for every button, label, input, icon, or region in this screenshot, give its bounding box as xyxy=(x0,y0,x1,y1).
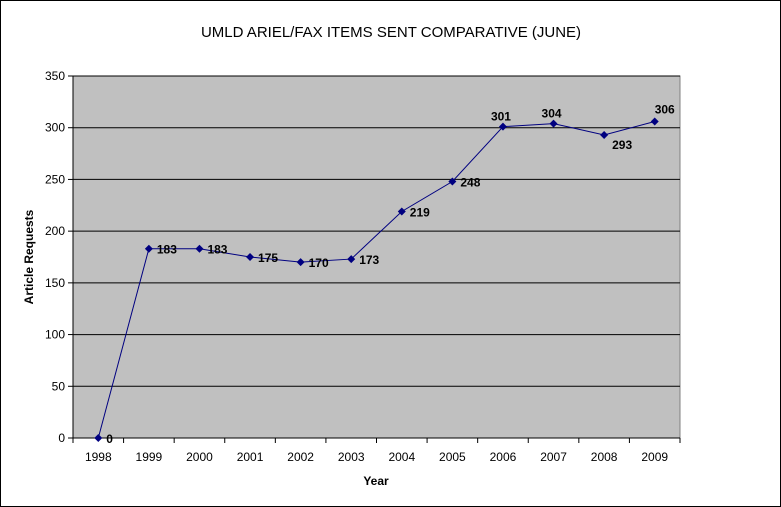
x-tick-label: 1998 xyxy=(85,450,112,464)
y-tick-label: 250 xyxy=(45,172,65,186)
data-label: 170 xyxy=(309,256,329,270)
plot-area xyxy=(72,75,681,439)
data-point xyxy=(600,130,609,139)
x-tick-label: 2006 xyxy=(490,450,517,464)
x-tick-label: 2009 xyxy=(641,450,668,464)
data-point xyxy=(296,258,305,267)
data-label: 306 xyxy=(655,103,675,117)
data-label: 248 xyxy=(460,175,480,189)
y-tick-label: 0 xyxy=(58,431,65,445)
data-point xyxy=(397,207,406,216)
data-label: 183 xyxy=(157,243,177,257)
x-tick-label: 2003 xyxy=(338,450,365,464)
data-label: 183 xyxy=(207,243,227,257)
x-tick-label: 2005 xyxy=(439,450,466,464)
x-tick-label: 2008 xyxy=(591,450,618,464)
y-axis-title: Article Requests xyxy=(22,209,36,304)
data-point xyxy=(498,122,507,131)
chart-title: UMLD ARIEL/FAX ITEMS SENT COMPARATIVE (J… xyxy=(201,24,581,41)
x-tick-label: 1999 xyxy=(136,450,163,464)
data-point xyxy=(650,117,659,126)
data-point xyxy=(448,177,457,186)
y-tick-label: 150 xyxy=(45,276,65,290)
y-tick-label: 300 xyxy=(45,121,65,135)
data-label: 219 xyxy=(410,205,430,219)
data-label: 301 xyxy=(491,110,511,124)
y-tick-label: 50 xyxy=(52,379,66,393)
data-point xyxy=(144,244,153,253)
data-label: 304 xyxy=(542,107,562,121)
data-label: 0 xyxy=(106,432,113,446)
x-tick-label: 2007 xyxy=(540,450,567,464)
data-label: 293 xyxy=(612,138,632,152)
data-point xyxy=(347,255,356,264)
y-tick-label: 350 xyxy=(45,69,65,83)
data-label: 175 xyxy=(258,251,278,265)
x-tick-label: 2000 xyxy=(186,450,213,464)
x-tick-label: 2001 xyxy=(237,450,264,464)
x-tick-label: 2002 xyxy=(287,450,314,464)
x-tick-label: 2004 xyxy=(388,450,415,464)
series-line xyxy=(97,121,655,439)
data-point xyxy=(246,253,255,261)
y-tick-label: 100 xyxy=(45,328,65,342)
x-axis-title: Year xyxy=(363,474,389,488)
data-label: 173 xyxy=(359,253,379,267)
data-point xyxy=(549,119,558,128)
data-point xyxy=(94,434,103,442)
y-tick-label: 200 xyxy=(45,224,65,238)
data-point xyxy=(195,244,204,253)
